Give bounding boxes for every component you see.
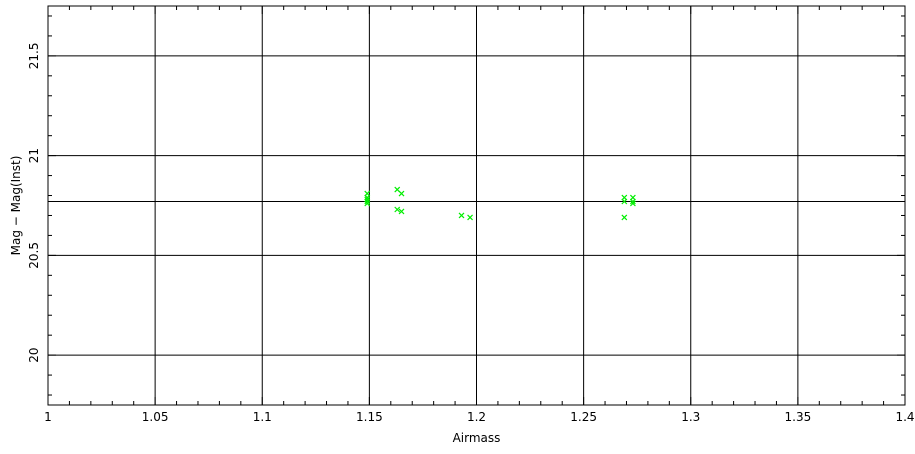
x-tick-label: 1.3 bbox=[681, 410, 700, 424]
grid bbox=[48, 6, 905, 405]
data-point bbox=[398, 208, 405, 215]
x-tick-label: 1.4 bbox=[895, 410, 914, 424]
data-points bbox=[364, 186, 636, 221]
data-point bbox=[398, 190, 405, 197]
plot-frame bbox=[47, 5, 906, 406]
data-point bbox=[364, 200, 371, 207]
data-point bbox=[364, 198, 371, 205]
x-tick-label: 1.35 bbox=[785, 410, 812, 424]
x-tick-labels: 1 1.05 1.1 1.15 1.2 1.25 1.3 1.35 1.4 bbox=[44, 410, 914, 424]
data-point bbox=[458, 212, 465, 219]
y-tick-label: 21 bbox=[27, 148, 41, 163]
data-point bbox=[629, 198, 636, 205]
y-tick-label: 20.5 bbox=[27, 242, 41, 269]
data-point bbox=[621, 214, 628, 221]
x-tick-label: 1 bbox=[44, 410, 52, 424]
data-point bbox=[394, 206, 401, 213]
data-point bbox=[629, 200, 636, 207]
x-tick-label: 1.1 bbox=[253, 410, 272, 424]
x-tick-label: 1.15 bbox=[356, 410, 383, 424]
y-tick-labels: 20 20.5 21 21.5 bbox=[27, 43, 41, 363]
x-axis-title: Airmass bbox=[453, 431, 501, 445]
x-tick-label: 1.2 bbox=[467, 410, 486, 424]
x-tick-label: 1.25 bbox=[570, 410, 597, 424]
data-point bbox=[467, 214, 473, 221]
data-point bbox=[621, 198, 628, 205]
y-axis-title: Mag − Mag(Inst) bbox=[9, 156, 23, 256]
y-tick-label: 21.5 bbox=[27, 43, 41, 70]
y-tick-label: 20 bbox=[27, 347, 41, 362]
x-tick-label: 1.05 bbox=[142, 410, 169, 424]
